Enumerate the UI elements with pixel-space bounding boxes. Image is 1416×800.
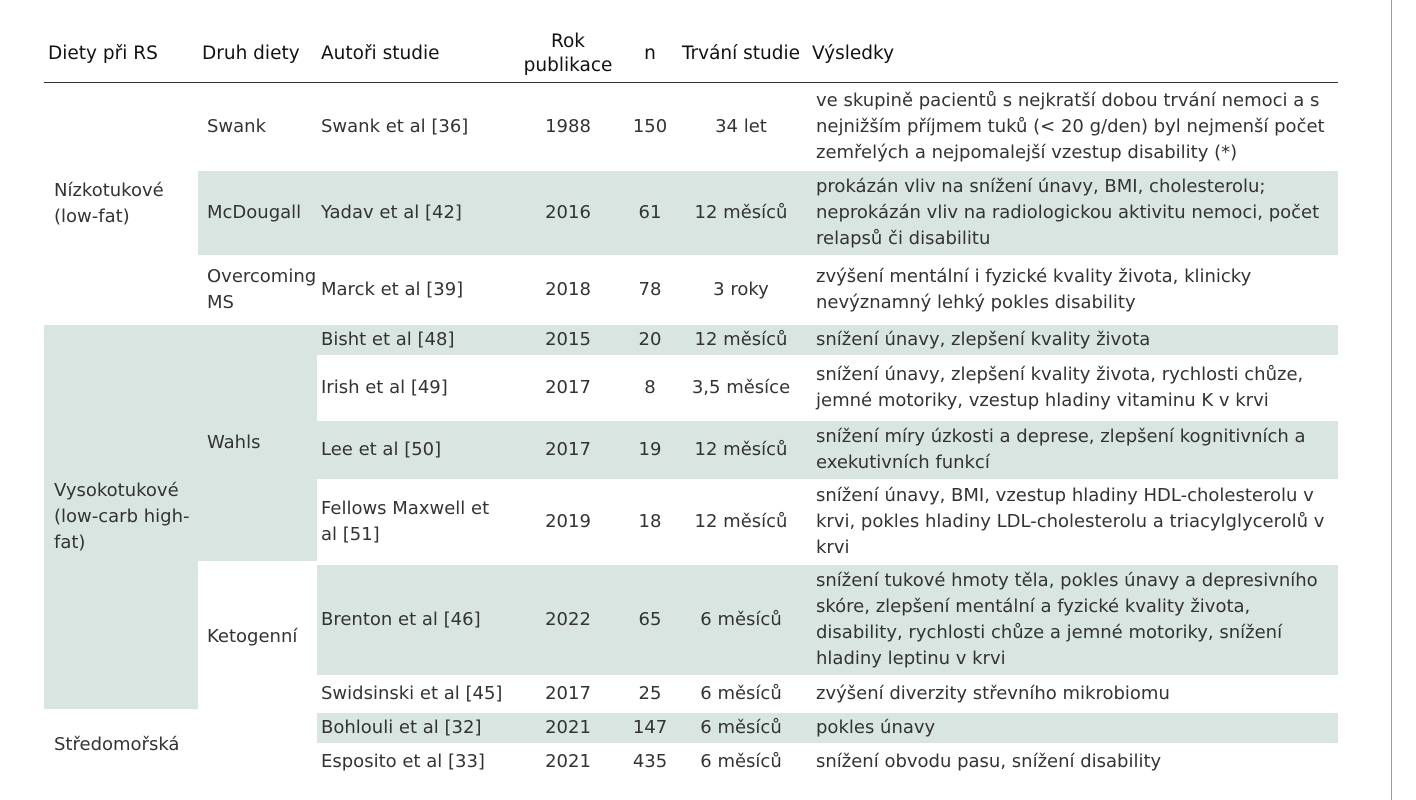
authors-cell: Swidsinski et al [45]: [321, 683, 503, 704]
results-cell: zvýšení mentální i fyzické kvality život…: [816, 266, 1252, 313]
results-cell: ve skupině pacientů s nejkratší dobou tr…: [816, 90, 1325, 163]
authors-cell: Marck et al [39]: [321, 279, 464, 300]
results-cell: snížení tukové hmoty těla, pokles únavy …: [808, 565, 1338, 675]
diet-type-cell: Swank: [207, 116, 267, 137]
page-edge: [1391, 0, 1392, 800]
duration-cell: 3,5 měsíce: [691, 377, 791, 398]
table-row: Swidsinski et al [45] 2017 25 6 měsíců zvýše…: [44, 679, 1338, 709]
duration-cell: 12 měsíců: [674, 421, 808, 479]
year-cell: 2017: [545, 377, 591, 398]
duration-cell: 6 měsíců: [700, 751, 782, 772]
results-cell: prokázán vliv na snížení únavy, BMI, cho…: [808, 171, 1338, 255]
n-cell: 25: [638, 683, 662, 704]
table-row: McDougall Yadav et al [42] 2016 61 12 měsíců…: [44, 171, 1338, 255]
diet-type-cell: Wahls: [198, 325, 317, 561]
year-cell: 2019: [545, 511, 591, 532]
diet-category-cell: Nízkotukové (low-fat): [54, 180, 164, 227]
year-cell: 2018: [545, 279, 591, 300]
n-cell: 78: [638, 279, 662, 300]
table-row: Irish et al [49] 2017 8 3,5 měsíce snížení ú…: [44, 359, 1338, 417]
results-cell: snížení obvodu pasu, snížení disability: [816, 751, 1162, 772]
duration-cell: 12 měsíců: [674, 325, 808, 355]
header-duration: Trvání studie: [674, 22, 808, 83]
diet-type-cell: [198, 713, 317, 777]
year-cell: 2021: [545, 751, 591, 772]
n-cell: 65: [626, 565, 674, 675]
authors-cell: Fellows Maxwell et al [51]: [321, 498, 490, 545]
table-row: Středomořská Bohlouli et al [32] 2021 147 6 …: [44, 713, 1338, 755]
authors-cell: Lee et al [50]: [317, 421, 510, 479]
authors-cell: Bohlouli et al [32]: [317, 713, 510, 743]
diet-category-cell: Vysokotukové (low-carb high-fat): [44, 325, 198, 709]
header-authors: Autoři studie: [317, 22, 510, 83]
authors-cell: Bisht et al [48]: [317, 325, 510, 355]
n-cell: 150: [632, 116, 668, 137]
n-cell: 61: [626, 171, 674, 255]
results-cell: snížení únavy, zlepšení kvality života: [808, 325, 1338, 355]
year-cell: 2017: [545, 683, 591, 704]
duration-cell: 6 měsíců: [700, 683, 782, 704]
duration-cell: 6 měsíců: [674, 565, 808, 675]
header-diet: Druh diety: [198, 22, 317, 83]
authors-cell: Swank et al [36]: [321, 116, 469, 137]
header-results: Výsledky: [808, 22, 1338, 83]
results-cell: snížení míry úzkosti a deprese, zlepšení…: [808, 421, 1338, 479]
table-row: Ketogenní Brenton et al [46] 2022 65 6 měsíc…: [44, 565, 1338, 675]
duration-cell: 3 roky: [713, 279, 769, 300]
results-cell: pokles únavy: [808, 713, 1338, 743]
diet-category-cell: Středomořská: [54, 734, 180, 755]
table-row: Fellows Maxwell et al [51] 2019 18 12 měsíc…: [44, 483, 1338, 561]
diet-type-cell: Ketogenní: [207, 626, 298, 647]
results-cell: snížení únavy, zlepšení kvality života, …: [816, 364, 1304, 411]
diet-studies-table-container: Diety při RS Druh diety Autoři studie Ro…: [44, 22, 1338, 781]
authors-cell: Yadav et al [42]: [317, 171, 510, 255]
authors-cell: Irish et al [49]: [321, 377, 448, 398]
n-cell: 8: [644, 377, 656, 398]
results-cell: snížení únavy, BMI, vzestup hladiny HDL-…: [816, 485, 1325, 558]
diet-studies-table: Diety při RS Druh diety Autoři studie Ro…: [44, 18, 1338, 781]
table-row: Overcoming MS Marck et al [39] 2018 78 3 rok…: [44, 259, 1338, 321]
header-year: Rok publikace: [510, 22, 626, 83]
table-row: Nízkotukové (low-fat) Swank Swank et al [3…: [44, 87, 1338, 227]
results-cell: zvýšení diverzity střevního mikrobiomu: [816, 683, 1170, 704]
year-cell: 2015: [510, 325, 626, 355]
year-cell: 1988: [545, 116, 591, 137]
year-cell: 2022: [510, 565, 626, 675]
duration-cell: 34 let: [715, 116, 767, 137]
header-category: Diety při RS: [44, 22, 198, 83]
authors-cell: Esposito et al [33]: [321, 751, 485, 772]
duration-cell: 12 měsíců: [694, 511, 788, 532]
n-cell: 435: [632, 751, 668, 772]
diet-type-cell: McDougall: [198, 171, 317, 255]
authors-cell: Brenton et al [46]: [317, 565, 510, 675]
duration-cell: 12 měsíců: [674, 171, 808, 255]
header-row: Diety při RS Druh diety Autoři studie Ro…: [44, 22, 1338, 83]
table-row: Vysokotukové (low-carb high-fat) Wahls Bis…: [44, 325, 1338, 709]
duration-cell: 6 měsíců: [674, 713, 808, 743]
n-cell: 20: [626, 325, 674, 355]
year-cell: 2017: [510, 421, 626, 479]
table-row: Lee et al [50] 2017 19 12 měsíců snížení mír…: [44, 421, 1338, 479]
table-row: Esposito et al [33] 2021 435 6 měsíců snížen…: [44, 747, 1338, 777]
n-cell: 147: [626, 713, 674, 743]
header-n: n: [626, 22, 674, 83]
year-cell: 2021: [510, 713, 626, 743]
year-cell: 2016: [510, 171, 626, 255]
n-cell: 18: [638, 511, 662, 532]
diet-type-cell: Overcoming MS: [207, 266, 317, 313]
n-cell: 19: [626, 421, 674, 479]
table-body: Nízkotukové (low-fat) Swank Swank et al [3…: [44, 87, 1338, 777]
